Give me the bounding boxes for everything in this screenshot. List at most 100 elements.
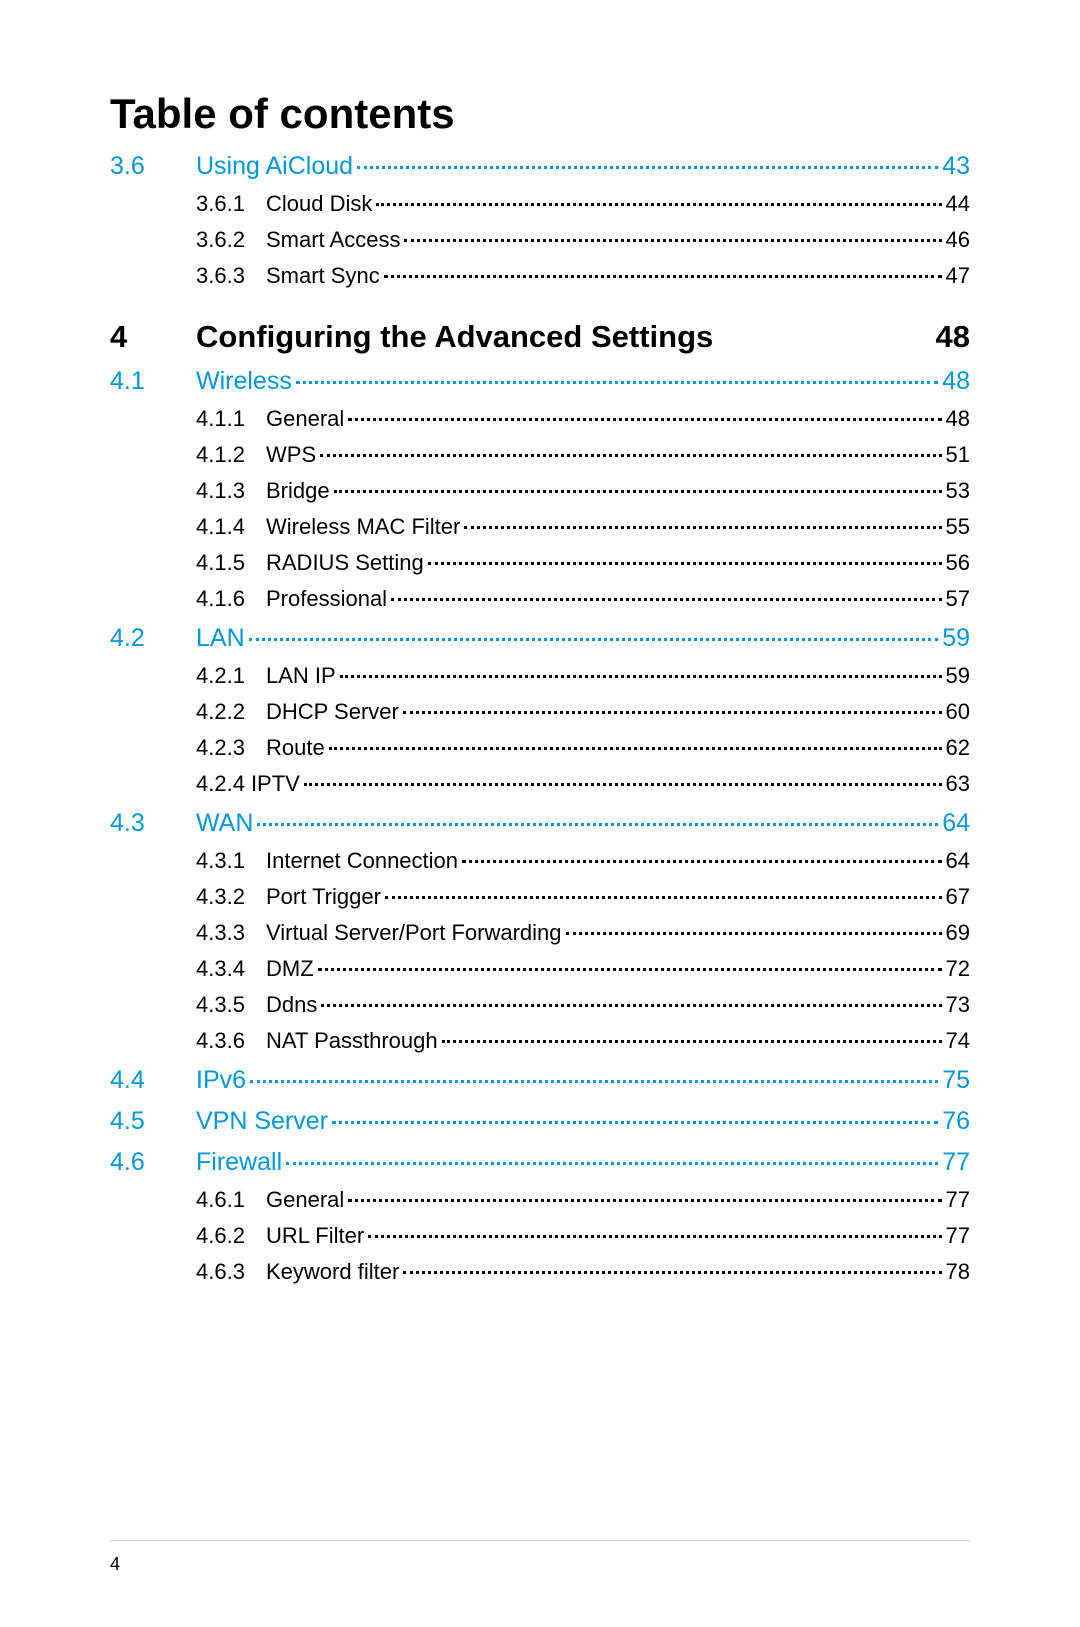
toc-entry-label: WPS [266, 442, 316, 468]
toc-entry-label: Smart Access [266, 227, 400, 253]
toc-leader [566, 932, 942, 935]
toc-entry-number: 4.1.1 [196, 406, 266, 432]
toc-entry-number: 4.3.1 [196, 848, 266, 874]
toc-section[interactable]: 4.2LAN59 [110, 624, 970, 653]
toc-section[interactable]: 4.3WAN64 [110, 809, 970, 838]
toc-entry-number: 4.6 [110, 1148, 196, 1177]
toc-entry-number: 4.3.5 [196, 992, 266, 1018]
toc-section[interactable]: 4.5VPN Server76 [110, 1107, 970, 1136]
toc-leader [348, 1199, 941, 1202]
toc-entry-label: General [266, 406, 344, 432]
toc-leader [464, 526, 941, 529]
toc-subsection[interactable]: 3.6.1Cloud Disk44 [196, 191, 970, 217]
toc-entry-number: 4.1.4 [196, 514, 266, 540]
toc-leader [340, 675, 942, 678]
toc-entry-page: 72 [946, 956, 970, 982]
toc-subsection[interactable]: 4.3.5Ddns73 [196, 992, 970, 1018]
toc-entry-page: 77 [946, 1223, 970, 1249]
toc-subsection[interactable]: 4.3.4DMZ72 [196, 956, 970, 982]
toc-subsection[interactable]: 4.1.5RADIUS Setting 56 [196, 550, 970, 576]
toc-entry-page: 64 [946, 848, 970, 874]
toc-leader [332, 1121, 938, 1124]
toc-entry-label: Configuring the Advanced Settings [196, 319, 936, 355]
toc-entry-number: 4.1.6 [196, 586, 266, 612]
toc-entry-page: 59 [942, 624, 970, 653]
page-number: 4 [110, 1554, 120, 1575]
toc-entry-number: 4.6.3 [196, 1259, 266, 1285]
toc-subsection[interactable]: 4.3.1Internet Connection 64 [196, 848, 970, 874]
toc-entry-number: 4.1.2 [196, 442, 266, 468]
toc-entry-page: 62 [946, 735, 970, 761]
toc-entry-label: DMZ [266, 956, 314, 982]
toc-entry-page: 75 [942, 1066, 970, 1095]
toc-entry-label: Smart Sync [266, 263, 380, 289]
toc-subsection[interactable]: 4.2.4IPTV63 [196, 771, 970, 797]
toc-leader [368, 1235, 941, 1238]
toc-leader [296, 381, 938, 384]
toc-leader [321, 1004, 941, 1007]
toc-entry-label: General [266, 1187, 344, 1213]
toc-section[interactable]: 4.1Wireless48 [110, 367, 970, 396]
toc-entry-number: 3.6.3 [196, 263, 266, 289]
toc-section[interactable]: 4.4IPv675 [110, 1066, 970, 1095]
toc-entry-number: 3.6.1 [196, 191, 266, 217]
toc-subsection[interactable]: 4.2.2DHCP Server60 [196, 699, 970, 725]
toc-entry-label: Internet Connection [266, 848, 458, 874]
toc-entry-number: 4.6.1 [196, 1187, 266, 1213]
toc-subsection[interactable]: 4.1.1General 48 [196, 406, 970, 432]
page: Table of contents 3.6Using AiCloud43 3.6.… [0, 0, 1080, 1627]
toc-leader [428, 562, 942, 565]
toc-leader [304, 783, 942, 786]
toc-leader [376, 203, 941, 206]
toc-entry-page: 60 [946, 699, 970, 725]
toc-leader [286, 1162, 938, 1165]
toc-entry-page: 77 [946, 1187, 970, 1213]
toc-entry-number: 4.3 [110, 809, 196, 838]
toc-subsection[interactable]: 4.6.1General 77 [196, 1187, 970, 1213]
toc-entry-number: 4.1.5 [196, 550, 266, 576]
toc-entry-number: 3.6.2 [196, 227, 266, 253]
toc-leader [318, 968, 942, 971]
toc-entry-label: Keyword filter [266, 1259, 399, 1285]
toc-leader [320, 454, 941, 457]
toc-entry-label: WAN [196, 809, 253, 838]
toc-entry-page: 59 [946, 663, 970, 689]
toc-entry-label: Wireless MAC Filter [266, 514, 460, 540]
toc-entry-page: 48 [946, 406, 970, 432]
toc-subsection[interactable]: 4.2.3Route62 [196, 735, 970, 761]
toc-subsection[interactable]: 4.3.6NAT Passthrough74 [196, 1028, 970, 1054]
toc-entry-number: 4.3.3 [196, 920, 266, 946]
toc-entry-number: 4.5 [110, 1107, 196, 1136]
toc-entry-page: 47 [946, 263, 970, 289]
toc-leader [404, 239, 941, 242]
toc-entry-number: 4.3.2 [196, 884, 266, 910]
toc-entry-label: DHCP Server [266, 699, 399, 725]
toc-section[interactable]: 3.6Using AiCloud43 [110, 152, 970, 181]
toc-title: Table of contents [110, 90, 970, 138]
toc-subsection[interactable]: 4.2.1LAN IP59 [196, 663, 970, 689]
toc-leader [462, 860, 941, 863]
toc-entry-label: Route [266, 735, 325, 761]
toc-entry-number: 4.6.2 [196, 1223, 266, 1249]
toc-subsection[interactable]: 4.3.3Virtual Server/Port Forwarding69 [196, 920, 970, 946]
toc-subsection[interactable]: 4.3.2Port Trigger67 [196, 884, 970, 910]
toc-entry-label: LAN [196, 624, 245, 653]
toc-subsection[interactable]: 4.6.2URL Filter77 [196, 1223, 970, 1249]
toc-subsection[interactable]: 4.6.3Keyword filter78 [196, 1259, 970, 1285]
toc-subsection[interactable]: 3.6.3Smart Sync 47 [196, 263, 970, 289]
toc-entry-label: Cloud Disk [266, 191, 372, 217]
toc-entry-label: IPTV [251, 771, 300, 797]
toc-entry-page: 56 [946, 550, 970, 576]
toc-subsection[interactable]: 4.1.6Professional57 [196, 586, 970, 612]
toc-entry-label: LAN IP [266, 663, 336, 689]
toc-subsection[interactable]: 4.1.3Bridge53 [196, 478, 970, 504]
toc-entry-label: Bridge [266, 478, 330, 504]
toc-entry-page: 57 [946, 586, 970, 612]
toc-entry-label: Port Trigger [266, 884, 381, 910]
toc-entry-label: RADIUS Setting [266, 550, 424, 576]
toc-subsection[interactable]: 4.1.4Wireless MAC Filter55 [196, 514, 970, 540]
toc-leader [334, 490, 942, 493]
toc-subsection[interactable]: 4.1.2WPS51 [196, 442, 970, 468]
toc-subsection[interactable]: 3.6.2Smart Access46 [196, 227, 970, 253]
toc-section[interactable]: 4.6Firewall77 [110, 1148, 970, 1177]
